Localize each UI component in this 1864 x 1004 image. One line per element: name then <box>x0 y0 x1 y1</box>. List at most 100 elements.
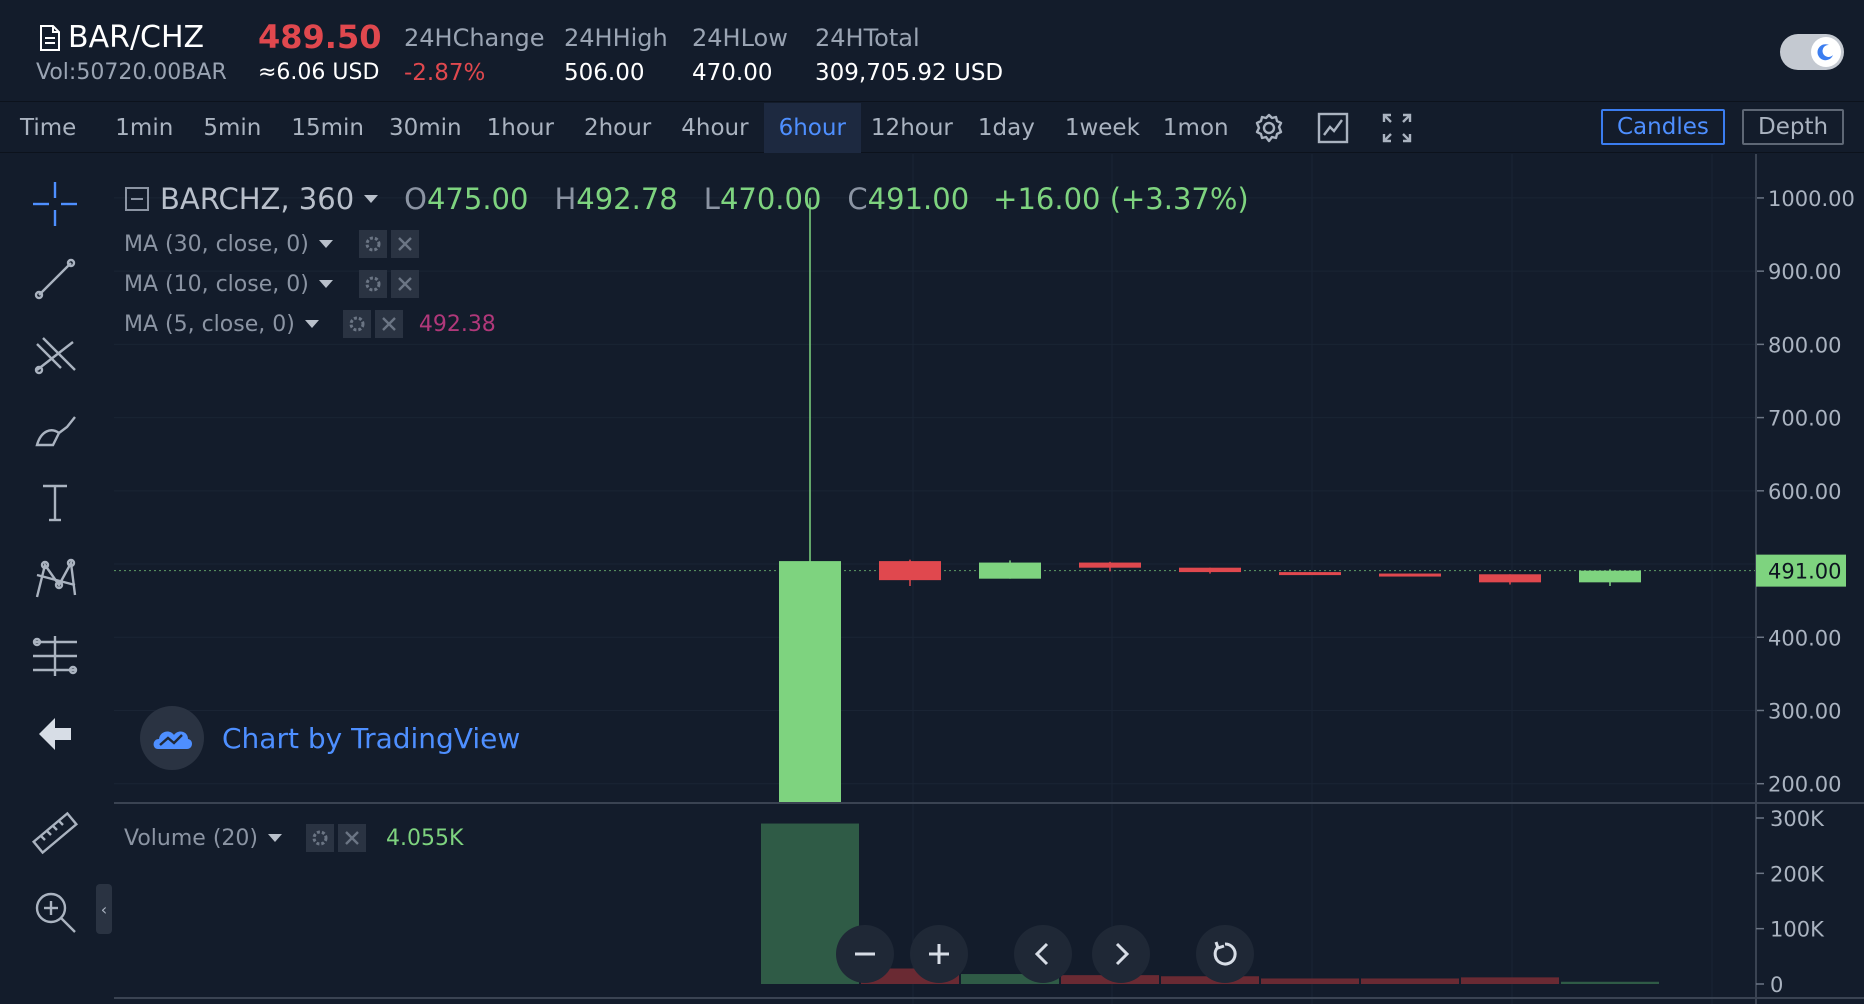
ma-10-legend: MA (10, close, 0) <box>124 270 419 298</box>
volume-dropdown-icon[interactable] <box>267 834 282 842</box>
ma-30-label[interactable]: MA (30, close, 0) <box>124 231 309 257</box>
candle-body <box>1079 562 1141 568</box>
fullscreen-icon[interactable] <box>1365 103 1429 153</box>
indicators-icon[interactable] <box>1301 103 1365 153</box>
ma-5-settings-icon[interactable] <box>342 310 371 338</box>
scroll-left-icon[interactable] <box>1014 925 1072 983</box>
price-tick-label: 600.00 <box>1768 480 1841 504</box>
volume-bar <box>1461 977 1559 984</box>
volume-legend: Volume (20) 4.055K <box>124 824 463 852</box>
zoom-plus-icon[interactable] <box>910 925 968 983</box>
ma-30-settings-icon[interactable] <box>358 230 387 258</box>
close-value: 491.00 <box>867 182 970 216</box>
collapse-toolbar-button[interactable]: ‹ <box>96 884 112 934</box>
settings-icon[interactable] <box>1237 103 1301 153</box>
tf-4hour[interactable]: 4hour <box>681 114 749 141</box>
candle-body <box>1479 574 1541 583</box>
back-arrow-icon[interactable] <box>25 704 85 764</box>
price-tick-label: 300.00 <box>1768 699 1841 723</box>
candle-body <box>979 562 1041 579</box>
volume-tick-label: 300K <box>1770 807 1825 831</box>
symbol-label[interactable]: BARCHZ, 360 <box>160 182 355 216</box>
last-price: 489.50 <box>258 18 382 56</box>
candle-body <box>1379 573 1441 577</box>
tf-30min[interactable]: 30min <box>388 114 462 141</box>
open-label: O <box>404 182 427 216</box>
stat-value-low: 470.00 <box>692 60 773 86</box>
price-tick-label: 400.00 <box>1768 626 1841 650</box>
zoom-out-icon[interactable] <box>836 925 894 983</box>
candle-body <box>1579 570 1641 583</box>
ma-5-value: 492.38 <box>418 311 496 337</box>
volume-text: Vol:50720.00BAR <box>36 60 227 85</box>
text-icon[interactable] <box>25 472 85 532</box>
candle-body <box>1279 572 1341 576</box>
measure-icon[interactable] <box>25 626 85 686</box>
high-label: H <box>554 182 577 216</box>
tf-1day[interactable]: 1day <box>977 114 1035 141</box>
price-tick-label: 1000.00 <box>1768 187 1855 211</box>
fib-icon[interactable] <box>25 324 85 384</box>
volume-tick-label: 200K <box>1770 862 1825 886</box>
volume-tick-label: 0 <box>1770 973 1783 997</box>
stat-value-high: 506.00 <box>564 60 645 86</box>
price-tick-label: 800.00 <box>1768 333 1841 357</box>
ma-5-dropdown-icon[interactable] <box>304 320 319 328</box>
candles-button[interactable]: Candles <box>1601 109 1725 145</box>
price-tick-label: 200.00 <box>1768 773 1841 797</box>
tf-12hour[interactable]: 12hour <box>870 114 953 141</box>
ma-5-close-icon[interactable] <box>374 310 403 338</box>
current-price-label: 491.00 <box>1768 560 1841 584</box>
ma-30-close-icon[interactable] <box>390 230 419 258</box>
depth-button[interactable]: Depth <box>1742 109 1845 145</box>
price-tick-label: 900.00 <box>1768 260 1841 284</box>
volume-bar <box>1161 976 1259 984</box>
market-header: BAR/CHZ Vol:50720.00BAR 489.50 ≈6.06 USD… <box>0 0 1864 102</box>
high-value: 492.78 <box>576 182 678 216</box>
tf-1hour[interactable]: 1hour <box>486 114 554 141</box>
tf-6hour[interactable]: 6hour <box>763 102 861 153</box>
ma-10-settings-icon[interactable] <box>358 270 387 298</box>
zoom-in-icon[interactable] <box>25 882 85 942</box>
volume-settings-icon[interactable] <box>305 824 334 852</box>
tf-1week[interactable]: 1week <box>1064 114 1140 141</box>
tf-1mon[interactable]: 1mon <box>1162 114 1229 141</box>
ma-10-close-icon[interactable] <box>390 270 419 298</box>
ruler-icon[interactable] <box>25 804 85 864</box>
ma-30-legend: MA (30, close, 0) <box>124 230 419 258</box>
stat-label-high: 24HHigh <box>564 24 668 52</box>
tf-1min[interactable]: 1min <box>115 114 174 141</box>
pair-title[interactable]: BAR/CHZ <box>38 20 204 55</box>
candle-body <box>1179 567 1241 573</box>
brush-icon[interactable] <box>25 399 85 459</box>
document-icon <box>40 24 60 51</box>
ma-10-label[interactable]: MA (10, close, 0) <box>124 271 309 297</box>
theme-toggle[interactable] <box>1780 34 1844 70</box>
pair-label: BAR/CHZ <box>68 20 205 55</box>
stat-value-change: -2.87% <box>404 60 486 86</box>
tf-5min[interactable]: 5min <box>203 114 262 141</box>
reset-icon[interactable] <box>1196 925 1254 983</box>
symbol-dropdown-icon[interactable] <box>364 195 379 203</box>
volume-bar <box>961 974 1059 984</box>
current-price-badge <box>1756 554 1846 587</box>
scroll-right-icon[interactable] <box>1092 925 1150 983</box>
stat-label-low: 24HLow <box>692 24 788 52</box>
ma-30-dropdown-icon[interactable] <box>318 240 333 248</box>
trend-line-icon[interactable] <box>25 249 85 309</box>
tf-2hour[interactable]: 2hour <box>583 114 652 141</box>
cloud-icon <box>140 706 204 770</box>
volume-bar <box>1261 978 1359 984</box>
ma-5-label[interactable]: MA (5, close, 0) <box>124 311 295 337</box>
ma-10-dropdown-icon[interactable] <box>318 280 333 288</box>
volume-close-icon[interactable] <box>337 824 366 852</box>
tradingview-watermark[interactable]: Chart by TradingView <box>140 706 520 770</box>
tf-15min[interactable]: 15min <box>291 114 364 141</box>
volume-label[interactable]: Volume (20) <box>124 825 258 851</box>
collapse-legend-icon[interactable] <box>124 186 150 212</box>
price-tick-label: 700.00 <box>1768 407 1841 431</box>
pattern-icon[interactable] <box>25 549 85 609</box>
crosshair-icon[interactable] <box>25 174 85 234</box>
moon-icon <box>1811 37 1841 67</box>
low-label: L <box>703 182 720 216</box>
